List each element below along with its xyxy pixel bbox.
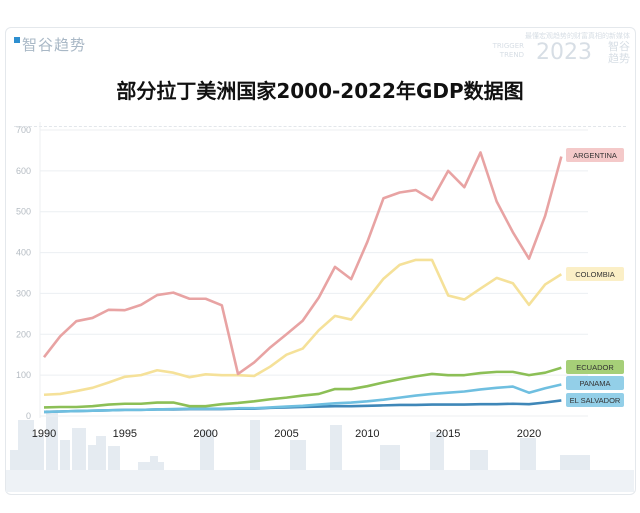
y-tick-label: 500	[16, 207, 31, 217]
watermark-tagline: 最懂宏观趋势的财富真相的新媒体	[525, 32, 630, 40]
series-line-ecuador	[43, 366, 562, 409]
logo-watermark: 智谷趋势	[14, 34, 86, 55]
y-tick-label: 400	[16, 248, 31, 258]
divider	[14, 126, 626, 127]
x-tick-label: 2005	[274, 428, 298, 440]
x-tick-label: 2015	[436, 428, 460, 440]
series-label: ARGENTINA	[573, 151, 617, 160]
series-label-bg	[566, 148, 624, 162]
y-tick-label: 700	[16, 125, 31, 135]
series-line-colombia	[43, 258, 563, 397]
series-label: PANAMA	[579, 379, 610, 388]
watermark-cn: 智谷趋势	[608, 40, 630, 65]
brand-watermark: 最懂宏观趋势的财富真相的新媒体 TRIGGER TREND 2023 智谷趋势	[493, 32, 630, 65]
logo-text: 智谷趋势	[22, 36, 87, 54]
series-label-bg	[566, 393, 624, 407]
series-label-bg	[566, 360, 624, 374]
x-tick-label: 2010	[355, 428, 379, 440]
y-tick-label: 0	[26, 411, 31, 421]
series-label-bg	[566, 267, 624, 281]
y-tick-label: 100	[16, 370, 31, 380]
x-tick-label: 2020	[517, 428, 541, 440]
series-label-bg	[566, 376, 624, 390]
y-tick-label: 600	[16, 166, 31, 176]
y-tick-label: 300	[16, 288, 31, 298]
series-label: EL SALVADOR	[570, 396, 621, 405]
series-line-panama	[43, 383, 562, 414]
logo-mark-icon	[14, 37, 20, 43]
watermark-year: 2023	[536, 40, 592, 65]
series-line-argentina	[42, 151, 563, 376]
x-tick-label: 1995	[113, 428, 137, 440]
chart-card	[5, 27, 636, 495]
x-tick-label: 1990	[32, 428, 56, 440]
ground-band	[6, 470, 634, 492]
skyline-decoration	[10, 410, 590, 470]
x-tick-label: 2000	[193, 428, 217, 440]
y-tick-label: 200	[16, 329, 31, 339]
series-label: ECUADOR	[576, 363, 614, 372]
chart-title: 部分拉丁美洲国家2000-2022年GDP数据图	[116, 79, 524, 103]
watermark-en: TRIGGER TREND	[492, 42, 524, 59]
series-label: COLOMBIA	[575, 270, 615, 279]
